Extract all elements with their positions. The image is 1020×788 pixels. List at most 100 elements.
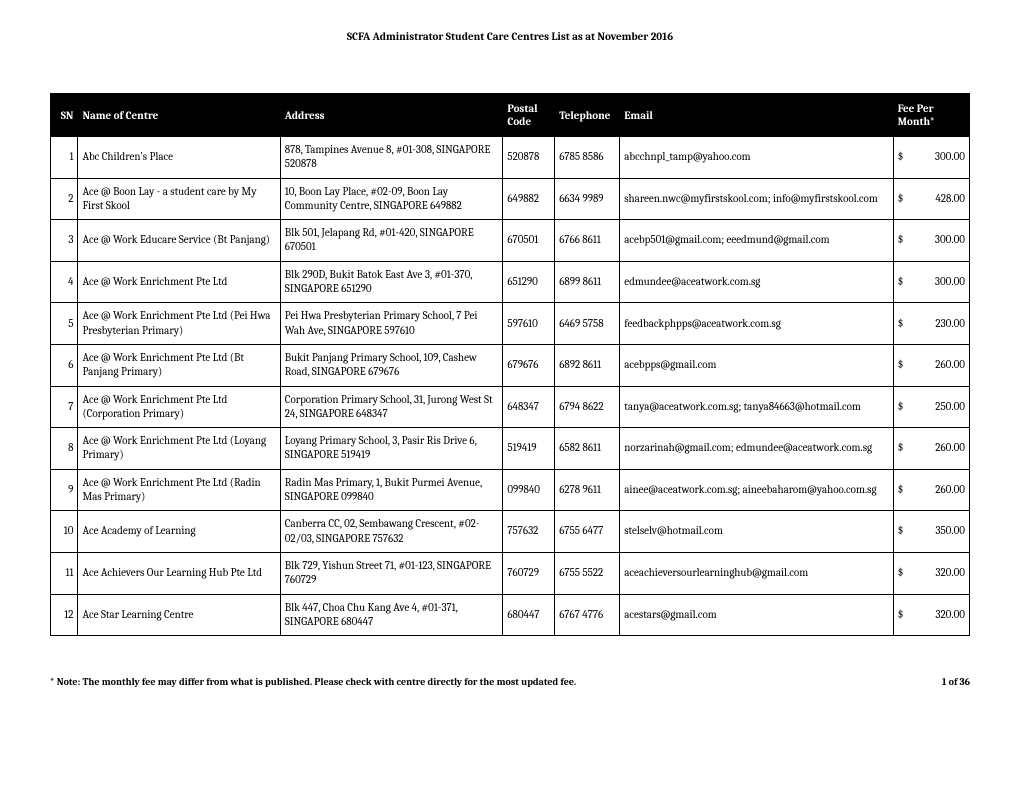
cell-name: Ace @ Work Enrichment Pte Ltd (Bt Panjan… [78, 344, 280, 386]
cell-email: abcchnpl_tamp@yahoo.com [620, 137, 893, 179]
col-header-postal: Postal Code [503, 94, 555, 137]
cell-postal: 651290 [503, 261, 555, 303]
cell-email: edmundee@aceatwork.com.sg [620, 261, 893, 303]
cell-postal: 680447 [503, 594, 555, 636]
cell-name: Ace Academy of Learning [78, 511, 280, 553]
col-header-address: Address [280, 94, 503, 137]
cell-fee-value: 320.00 [912, 552, 970, 594]
cell-telephone: 6755 6477 [555, 511, 620, 553]
table-row: 9Ace @ Work Enrichment Pte Ltd (Radin Ma… [51, 469, 970, 511]
cell-address: Blk 290D, Bukit Batok East Ave 3, #01-37… [280, 261, 503, 303]
cell-sn: 5 [51, 303, 78, 345]
cell-name: Ace @ Work Enrichment Pte Ltd (Loyang Pr… [78, 428, 280, 470]
cell-email: aceachieversourlearninghub@gmail.com [620, 552, 893, 594]
cell-postal: 520878 [503, 137, 555, 179]
cell-address: Radin Mas Primary, 1, Bukit Purmei Avenu… [280, 469, 503, 511]
cell-sn: 4 [51, 261, 78, 303]
cell-name: Ace @ Work Enrichment Pte Ltd [78, 261, 280, 303]
cell-postal: 670501 [503, 220, 555, 262]
cell-postal: 760729 [503, 552, 555, 594]
cell-postal: 649882 [503, 178, 555, 220]
page-title: SCFA Administrator Student Care Centres … [50, 30, 970, 43]
cell-telephone: 6892 8611 [555, 344, 620, 386]
cell-email: norzarinah@gmail.com; edmundee@aceatwork… [620, 428, 893, 470]
cell-name: Ace @ Work Enrichment Pte Ltd (Radin Mas… [78, 469, 280, 511]
cell-telephone: 6766 8611 [555, 220, 620, 262]
cell-address: 10, Boon Lay Place, #02-09, Boon Lay Com… [280, 178, 503, 220]
cell-postal: 099840 [503, 469, 555, 511]
cell-address: Bukit Panjang Primary School, 109, Cashe… [280, 344, 503, 386]
cell-sn: 2 [51, 178, 78, 220]
cell-name: Ace @ Work Enrichment Pte Ltd (Corporati… [78, 386, 280, 428]
cell-address: Corporation Primary School, 31, Jurong W… [280, 386, 503, 428]
cell-fee-value: 250.00 [912, 386, 970, 428]
cell-address: Loyang Primary School, 3, Pasir Ris Driv… [280, 428, 503, 470]
table-row: 5Ace @ Work Enrichment Pte Ltd (Pei Hwa … [51, 303, 970, 345]
table-row: 12Ace Star Learning CentreBlk 447, Choa … [51, 594, 970, 636]
cell-postal: 679676 [503, 344, 555, 386]
cell-fee-value: 300.00 [912, 137, 970, 179]
cell-fee-symbol: $ [893, 469, 912, 511]
cell-fee-symbol: $ [893, 594, 912, 636]
cell-email: feedbackphpps@aceatwork.com.sg [620, 303, 893, 345]
cell-name: Ace @ Work Enrichment Pte Ltd (Pei Hwa P… [78, 303, 280, 345]
cell-email: acebpps@gmail.com [620, 344, 893, 386]
cell-fee-value: 300.00 [912, 261, 970, 303]
cell-sn: 6 [51, 344, 78, 386]
cell-fee-value: 260.00 [912, 469, 970, 511]
cell-telephone: 6634 9989 [555, 178, 620, 220]
table-row: 10Ace Academy of LearningCanberra CC, 02… [51, 511, 970, 553]
cell-name: Ace Star Learning Centre [78, 594, 280, 636]
cell-postal: 757632 [503, 511, 555, 553]
cell-fee-value: 350.00 [912, 511, 970, 553]
col-header-email: Email [620, 94, 893, 137]
col-header-fee: Fee Per Month* [893, 94, 969, 137]
table-row: 7Ace @ Work Enrichment Pte Ltd (Corporat… [51, 386, 970, 428]
cell-sn: 11 [51, 552, 78, 594]
table-row: 6Ace @ Work Enrichment Pte Ltd (Bt Panja… [51, 344, 970, 386]
cell-fee-symbol: $ [893, 303, 912, 345]
cell-address: Blk 447, Choa Chu Kang Ave 4, #01-371, S… [280, 594, 503, 636]
col-header-telephone: Telephone [555, 94, 620, 137]
cell-fee-symbol: $ [893, 428, 912, 470]
cell-name: Ace Achievers Our Learning Hub Pte Ltd [78, 552, 280, 594]
cell-email: ainee@aceatwork.com.sg; aineebaharom@yah… [620, 469, 893, 511]
cell-sn: 1 [51, 137, 78, 179]
table-row: 3Ace @ Work Educare Service (Bt Panjang)… [51, 220, 970, 262]
cell-address: Canberra CC, 02, Sembawang Crescent, #02… [280, 511, 503, 553]
cell-fee-value: 260.00 [912, 428, 970, 470]
cell-email: stelselv@hotmail.com [620, 511, 893, 553]
cell-sn: 7 [51, 386, 78, 428]
col-header-sn: SN [51, 94, 78, 137]
cell-email: tanya@aceatwork.com.sg; tanya84663@hotma… [620, 386, 893, 428]
table-row: 4Ace @ Work Enrichment Pte LtdBlk 290D, … [51, 261, 970, 303]
cell-telephone: 6582 8611 [555, 428, 620, 470]
table-header-row: SN Name of Centre Address Postal Code Te… [51, 94, 970, 137]
cell-name: Ace @ Boon Lay - a student care by My Fi… [78, 178, 280, 220]
cell-postal: 519419 [503, 428, 555, 470]
cell-address: Blk 501, Jelapang Rd, #01-420, SINGAPORE… [280, 220, 503, 262]
cell-fee-symbol: $ [893, 137, 912, 179]
col-header-name: Name of Centre [78, 94, 280, 137]
cell-fee-symbol: $ [893, 552, 912, 594]
cell-sn: 3 [51, 220, 78, 262]
cell-fee-symbol: $ [893, 220, 912, 262]
cell-postal: 597610 [503, 303, 555, 345]
cell-postal: 648347 [503, 386, 555, 428]
cell-address: Blk 729, Yishun Street 71, #01-123, SING… [280, 552, 503, 594]
cell-fee-value: 300.00 [912, 220, 970, 262]
cell-name: Ace @ Work Educare Service (Bt Panjang) [78, 220, 280, 262]
footer-page: 1 of 36 [942, 676, 970, 688]
cell-sn: 12 [51, 594, 78, 636]
cell-name: Abc Children's Place [78, 137, 280, 179]
table-row: 2Ace @ Boon Lay - a student care by My F… [51, 178, 970, 220]
cell-email: acebp501@gmail.com; eeedmund@gmail.com [620, 220, 893, 262]
cell-email: acestars@gmail.com [620, 594, 893, 636]
footer-note: * Note: The monthly fee may differ from … [50, 676, 576, 688]
table-row: 1Abc Children's Place878, Tampines Avenu… [51, 137, 970, 179]
cell-telephone: 6469 5758 [555, 303, 620, 345]
cell-fee-symbol: $ [893, 178, 912, 220]
table-row: 11Ace Achievers Our Learning Hub Pte Ltd… [51, 552, 970, 594]
cell-fee-value: 428.00 [912, 178, 970, 220]
cell-address: Pei Hwa Presbyterian Primary School, 7 P… [280, 303, 503, 345]
